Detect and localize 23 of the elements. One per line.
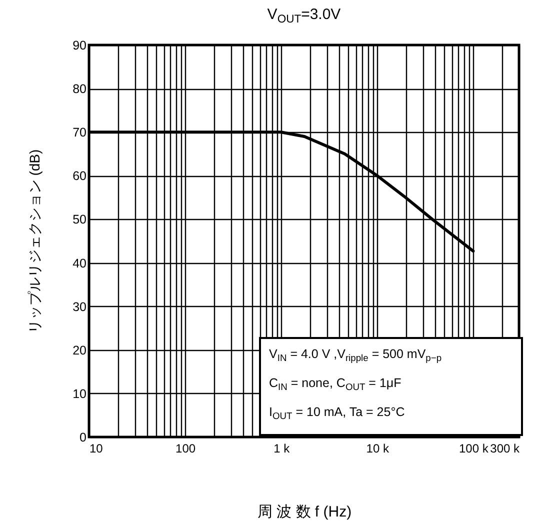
y-axis-title: リップルリジェクション (dB): [26, 149, 43, 334]
y-tick-label: 90: [72, 38, 87, 52]
y-tick-label: 50: [72, 212, 87, 227]
annotation-box: V$_{IN}$ = 4.0 V ,V$_{ripple}$ = 500 mV$_{p−p}$ C$_{IN}$ = none, C$_{OUT}$ = 1μF I$_{OUT}$ = 10 mA, Ta = 25°C: [259, 337, 523, 436]
x-axis-title: 周 波 数 f (Hz): [257, 504, 352, 520]
x-tick-label: 10: [90, 442, 104, 456]
x-tick-label: 100: [176, 442, 196, 456]
y-tick-label: 80: [72, 82, 87, 96]
y-tick-label: 20: [72, 343, 87, 358]
x-tick-label: 300 k: [490, 442, 520, 456]
y-tick-label: 40: [72, 256, 87, 270]
x-tick-label: 1 k: [274, 442, 291, 456]
y-tick-label: 0: [80, 430, 87, 444]
annotation: C$_{IN}$ = none, C$_{OUT}$ = 1μF: [269, 374, 402, 394]
y-tick-label: 60: [72, 169, 87, 184]
chart-title: V$_{OUT}$=3.0V: [266, 6, 342, 26]
y-tick-label: 70: [72, 126, 87, 140]
x-tick-label: 100 k: [458, 442, 490, 456]
annotation: V$_{IN}$ = 4.0 V ,V$_{ripple}$ = 500 mV$_{p−p}$: [269, 346, 443, 365]
annotation: I$_{OUT}$ = 10 mA, Ta = 25°C: [269, 404, 406, 422]
y-tick-label: 10: [72, 386, 87, 401]
y-tick-label: 30: [72, 300, 87, 314]
x-tick-label: 10 k: [366, 442, 390, 456]
